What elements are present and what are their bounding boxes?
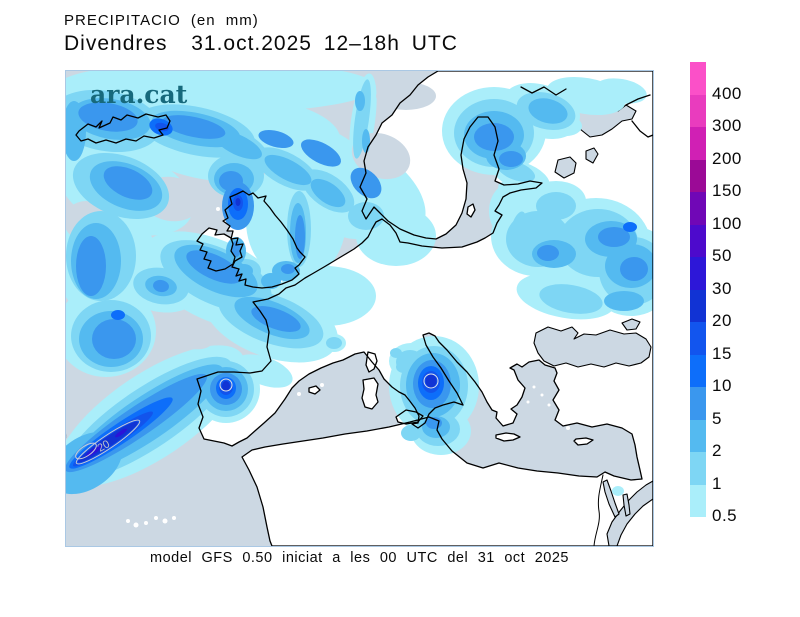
- legend-color-segment: [690, 192, 706, 225]
- legend-color-segment: [690, 354, 706, 387]
- legend-value-label: 100: [712, 213, 742, 233]
- legend-color-segment: [690, 159, 706, 192]
- legend-value-label: 0.5: [712, 506, 738, 525]
- legend-value-label: 200: [712, 148, 742, 168]
- europe-precipitation-map: 20 20: [65, 70, 654, 547]
- legend-color-segment: [690, 94, 706, 127]
- legend-color-segment: [690, 257, 706, 290]
- legend-value-label: 5: [712, 408, 722, 428]
- coastline-layer: [75, 71, 653, 546]
- inland-seas: [533, 104, 653, 546]
- legend-color-segment: [690, 419, 706, 452]
- page-title: PRECIPITACIO (en mm): [64, 12, 259, 29]
- legend-color-segment: [690, 484, 706, 517]
- legend-value-label: 20: [712, 311, 732, 330]
- legend-color-segment: [690, 224, 706, 257]
- legend-value-label: 2: [712, 441, 722, 460]
- legend-color-segment: [690, 387, 706, 420]
- contour-rings: [75, 373, 439, 465]
- contour-label: 20: [96, 438, 113, 455]
- precipitation-layer: [66, 71, 653, 496]
- precipitation-legend-colorbar: [690, 62, 706, 517]
- legend-value-label: 10: [712, 376, 732, 395]
- legend-value-label: 150: [712, 181, 742, 200]
- ara-cat-watermark: ara.cat: [90, 80, 188, 109]
- model-run-caption: model GFS 0.50 iniciat a les 00 UTC del …: [149, 550, 569, 566]
- legend-value-label: 15: [712, 343, 732, 363]
- legend-color-segment: [690, 127, 706, 160]
- legend-color-segment: [690, 62, 706, 95]
- contour-label: 20: [66, 429, 70, 446]
- legend-value-label: 50: [712, 246, 732, 265]
- legend-value-label: 1: [712, 473, 722, 493]
- legend-value-label: 400: [712, 83, 742, 103]
- legend-color-segment: [690, 452, 706, 485]
- valid-time-subtitle: Divendres 31.oct.2025 12–18h UTC: [64, 32, 458, 55]
- legend-value-label: 300: [712, 116, 742, 135]
- legend-value-label: 30: [712, 278, 732, 298]
- legend-color-segment: [690, 289, 706, 322]
- legend-color-segment: [690, 322, 706, 355]
